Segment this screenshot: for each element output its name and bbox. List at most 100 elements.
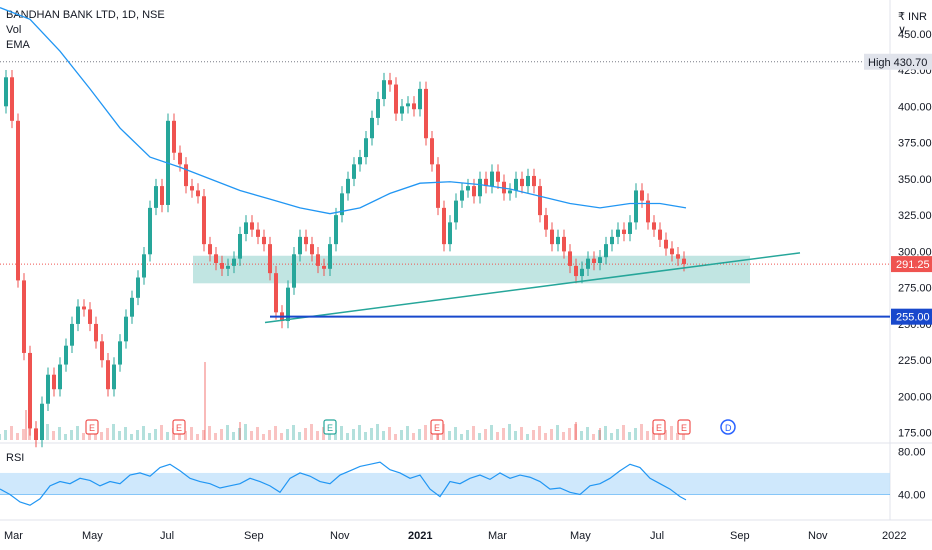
support-zone[interactable]: [193, 255, 750, 284]
candle-body[interactable]: [64, 345, 68, 365]
candle-body[interactable]: [160, 186, 164, 205]
candle-body[interactable]: [16, 120, 20, 281]
candle-body[interactable]: [184, 164, 188, 187]
candle-body[interactable]: [682, 258, 686, 265]
candle-body[interactable]: [658, 229, 662, 240]
candle-body[interactable]: [148, 207, 152, 255]
dividend-marker[interactable]: [720, 419, 736, 435]
candle-body[interactable]: [538, 186, 542, 216]
candle-body[interactable]: [226, 265, 230, 269]
candle-body[interactable]: [430, 138, 434, 165]
candle-body[interactable]: [208, 244, 212, 255]
candle-body[interactable]: [40, 403, 44, 440]
candle-body[interactable]: [472, 186, 476, 197]
candle-body[interactable]: [274, 273, 278, 313]
earnings-marker[interactable]: [85, 419, 99, 435]
candle-body[interactable]: [532, 175, 536, 187]
candle-body[interactable]: [490, 171, 494, 187]
candle-body[interactable]: [34, 428, 38, 440]
candle-body[interactable]: [448, 222, 452, 245]
candle-body[interactable]: [268, 244, 272, 274]
candle-body[interactable]: [76, 306, 80, 324]
candle-body[interactable]: [142, 254, 146, 278]
candle-body[interactable]: [238, 233, 242, 259]
candle-body[interactable]: [196, 190, 200, 197]
candle-body[interactable]: [286, 287, 290, 322]
candle-body[interactable]: [220, 262, 224, 269]
candle-body[interactable]: [646, 200, 650, 223]
candle-body[interactable]: [214, 254, 218, 263]
candle-body[interactable]: [130, 297, 134, 317]
candle-body[interactable]: [520, 178, 524, 187]
candle-body[interactable]: [676, 254, 680, 259]
candle-body[interactable]: [400, 106, 404, 114]
earnings-marker[interactable]: [430, 419, 444, 435]
candle-body[interactable]: [250, 222, 254, 230]
candle-body[interactable]: [454, 200, 458, 223]
candle-body[interactable]: [352, 164, 356, 179]
candle-body[interactable]: [616, 229, 620, 237]
candle-body[interactable]: [634, 190, 638, 223]
candle-body[interactable]: [388, 80, 392, 85]
candle-body[interactable]: [580, 268, 584, 277]
rsi-line[interactable]: [0, 461, 687, 506]
candle-body[interactable]: [52, 374, 56, 390]
candle-body[interactable]: [544, 215, 548, 230]
candle-body[interactable]: [82, 306, 86, 310]
candle-body[interactable]: [256, 229, 260, 237]
candle-body[interactable]: [436, 164, 440, 208]
candle-body[interactable]: [292, 254, 296, 288]
candle-body[interactable]: [466, 186, 470, 191]
candle-body[interactable]: [604, 244, 608, 258]
candle-body[interactable]: [298, 236, 302, 255]
candle-body[interactable]: [346, 178, 350, 194]
candle-body[interactable]: [664, 239, 668, 249]
candle-body[interactable]: [340, 193, 344, 216]
currency-selector[interactable]: ₹ INR ∨: [898, 11, 927, 36]
candle-body[interactable]: [178, 152, 182, 165]
candle-body[interactable]: [124, 316, 128, 342]
candle-body[interactable]: [640, 190, 644, 201]
candle-body[interactable]: [262, 236, 266, 245]
candle-body[interactable]: [88, 309, 92, 324]
candle-body[interactable]: [28, 352, 32, 429]
candle-body[interactable]: [190, 186, 194, 191]
candle-body[interactable]: [4, 77, 8, 107]
candle-body[interactable]: [424, 88, 428, 139]
candle-body[interactable]: [442, 207, 446, 245]
candle-body[interactable]: [478, 178, 482, 197]
legend-indicator-vol[interactable]: Vol: [6, 24, 22, 36]
rsi-pane-label[interactable]: RSI: [6, 452, 25, 464]
candle-body[interactable]: [232, 258, 236, 266]
candle-body[interactable]: [202, 196, 206, 245]
candle-body[interactable]: [100, 341, 104, 361]
candle-body[interactable]: [22, 280, 26, 353]
symbol-title[interactable]: BANDHAN BANK LTD, 1D, NSE: [6, 9, 165, 21]
candle-body[interactable]: [460, 190, 464, 201]
candle-body[interactable]: [484, 178, 488, 187]
trendline[interactable]: [264, 252, 801, 324]
candle-body[interactable]: [58, 364, 62, 390]
candle-body[interactable]: [316, 254, 320, 266]
candle-body[interactable]: [562, 236, 566, 252]
earnings-marker[interactable]: [323, 419, 337, 435]
candle-body[interactable]: [592, 258, 596, 263]
candle-body[interactable]: [394, 84, 398, 114]
candle-body[interactable]: [574, 265, 578, 277]
candle-body[interactable]: [118, 341, 122, 365]
candle-body[interactable]: [598, 257, 602, 263]
candle-body[interactable]: [112, 364, 116, 390]
candle-body[interactable]: [106, 360, 110, 390]
candle-body[interactable]: [370, 117, 374, 139]
candle-body[interactable]: [70, 323, 74, 346]
ema-line[interactable]: [0, 7, 687, 215]
candle-body[interactable]: [508, 190, 512, 194]
candle-body[interactable]: [670, 248, 674, 255]
legend-indicator-ema[interactable]: EMA: [6, 39, 30, 51]
candle-body[interactable]: [358, 157, 362, 165]
earnings-marker[interactable]: [652, 419, 666, 435]
candle-body[interactable]: [556, 236, 560, 245]
candle-body[interactable]: [418, 88, 422, 110]
